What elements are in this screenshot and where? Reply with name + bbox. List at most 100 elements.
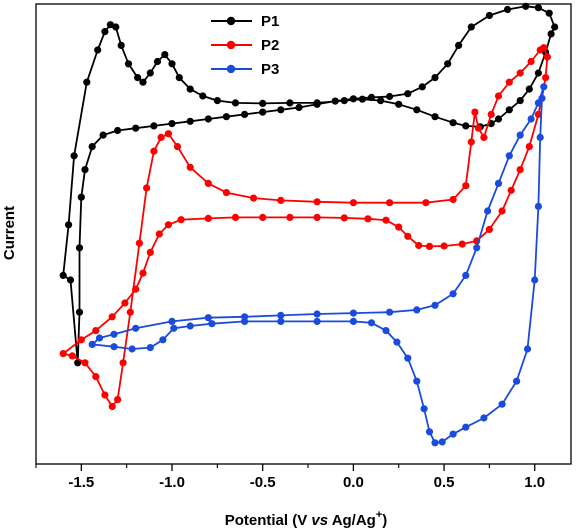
data-point	[277, 196, 285, 204]
data-point	[498, 207, 506, 215]
data-point	[438, 438, 446, 446]
data-point	[349, 309, 357, 317]
data-point	[480, 414, 488, 422]
data-point	[66, 276, 75, 284]
data-point	[170, 324, 178, 332]
data-point	[81, 359, 89, 367]
data-point	[101, 391, 109, 399]
data-point	[503, 5, 512, 14]
data-point	[164, 130, 172, 138]
x-tick-label: 0.0	[343, 474, 364, 491]
data-point	[494, 92, 503, 100]
x-tick-label: 1.0	[524, 474, 545, 491]
x-tick-label: -1.0	[159, 474, 185, 491]
data-point	[157, 133, 165, 141]
data-point	[241, 313, 249, 321]
data-point	[364, 215, 372, 223]
data-point	[277, 106, 285, 114]
x-axis-title-main: Potential (V	[225, 512, 312, 529]
data-point	[449, 119, 457, 127]
data-point	[462, 423, 470, 431]
data-point	[146, 248, 154, 256]
data-point	[177, 216, 185, 224]
data-point	[186, 322, 194, 330]
data-point	[534, 110, 543, 118]
data-point	[404, 90, 412, 98]
data-point	[168, 120, 176, 128]
data-point	[513, 377, 521, 385]
data-point	[132, 285, 140, 293]
legend-label: P1	[261, 13, 279, 30]
data-point	[150, 122, 158, 130]
data-point	[94, 46, 102, 54]
plot-frame	[35, 3, 572, 465]
data-point	[75, 308, 84, 316]
data-point	[108, 313, 116, 321]
data-point	[404, 232, 412, 240]
data-point	[59, 271, 67, 279]
data-point	[527, 115, 535, 123]
data-point	[516, 166, 524, 174]
data-point	[199, 92, 207, 100]
data-point	[413, 377, 421, 385]
data-point	[462, 271, 470, 279]
data-point	[340, 97, 348, 105]
data-point	[395, 100, 403, 108]
data-point	[386, 92, 394, 101]
data-point	[471, 108, 479, 116]
data-point	[295, 103, 303, 112]
legend-item-p2: P2	[211, 37, 279, 54]
x-axis-ticks: -1.5 -1.0 -0.5 0.0 0.5 1.0	[35, 464, 545, 491]
data-point	[186, 85, 194, 93]
data-point	[204, 314, 212, 322]
data-point	[159, 336, 167, 344]
legend-marker	[226, 16, 236, 26]
data-point	[494, 115, 503, 123]
data-point	[313, 198, 321, 206]
data-point	[494, 179, 503, 187]
data-point	[516, 131, 524, 139]
data-point	[467, 23, 475, 31]
data-point	[449, 290, 457, 298]
data-point	[114, 396, 122, 404]
data-point	[277, 317, 285, 325]
data-point	[222, 189, 230, 197]
series-line	[91, 85, 545, 444]
data-point	[462, 182, 470, 190]
data-point	[431, 113, 439, 121]
data-point	[135, 239, 143, 247]
data-point	[83, 78, 91, 86]
data-point	[277, 311, 285, 319]
data-point	[101, 28, 109, 36]
data-point	[155, 230, 163, 238]
data-point	[418, 83, 426, 91]
data-point	[259, 99, 267, 107]
data-point	[92, 327, 100, 335]
data-point	[534, 69, 543, 77]
data-point	[474, 124, 483, 132]
data-point	[88, 340, 96, 348]
data-point	[117, 41, 125, 50]
data-point	[286, 213, 294, 221]
data-point	[146, 344, 154, 352]
series-p2	[59, 44, 552, 411]
data-point	[349, 317, 357, 325]
data-point	[250, 194, 258, 202]
data-point	[462, 122, 470, 130]
data-point	[132, 324, 140, 332]
data-point	[540, 44, 548, 52]
data-point	[110, 343, 118, 351]
data-point	[527, 57, 535, 66]
data-point	[516, 97, 524, 105]
data-point	[175, 74, 183, 82]
data-point	[543, 53, 552, 61]
data-point	[222, 113, 230, 121]
data-point	[114, 126, 122, 135]
data-point	[173, 143, 182, 151]
data-point	[143, 184, 151, 192]
x-tick-label: 0.5	[434, 474, 455, 491]
legend-label: P2	[261, 37, 279, 54]
data-point	[313, 310, 321, 318]
data-point	[121, 299, 129, 307]
